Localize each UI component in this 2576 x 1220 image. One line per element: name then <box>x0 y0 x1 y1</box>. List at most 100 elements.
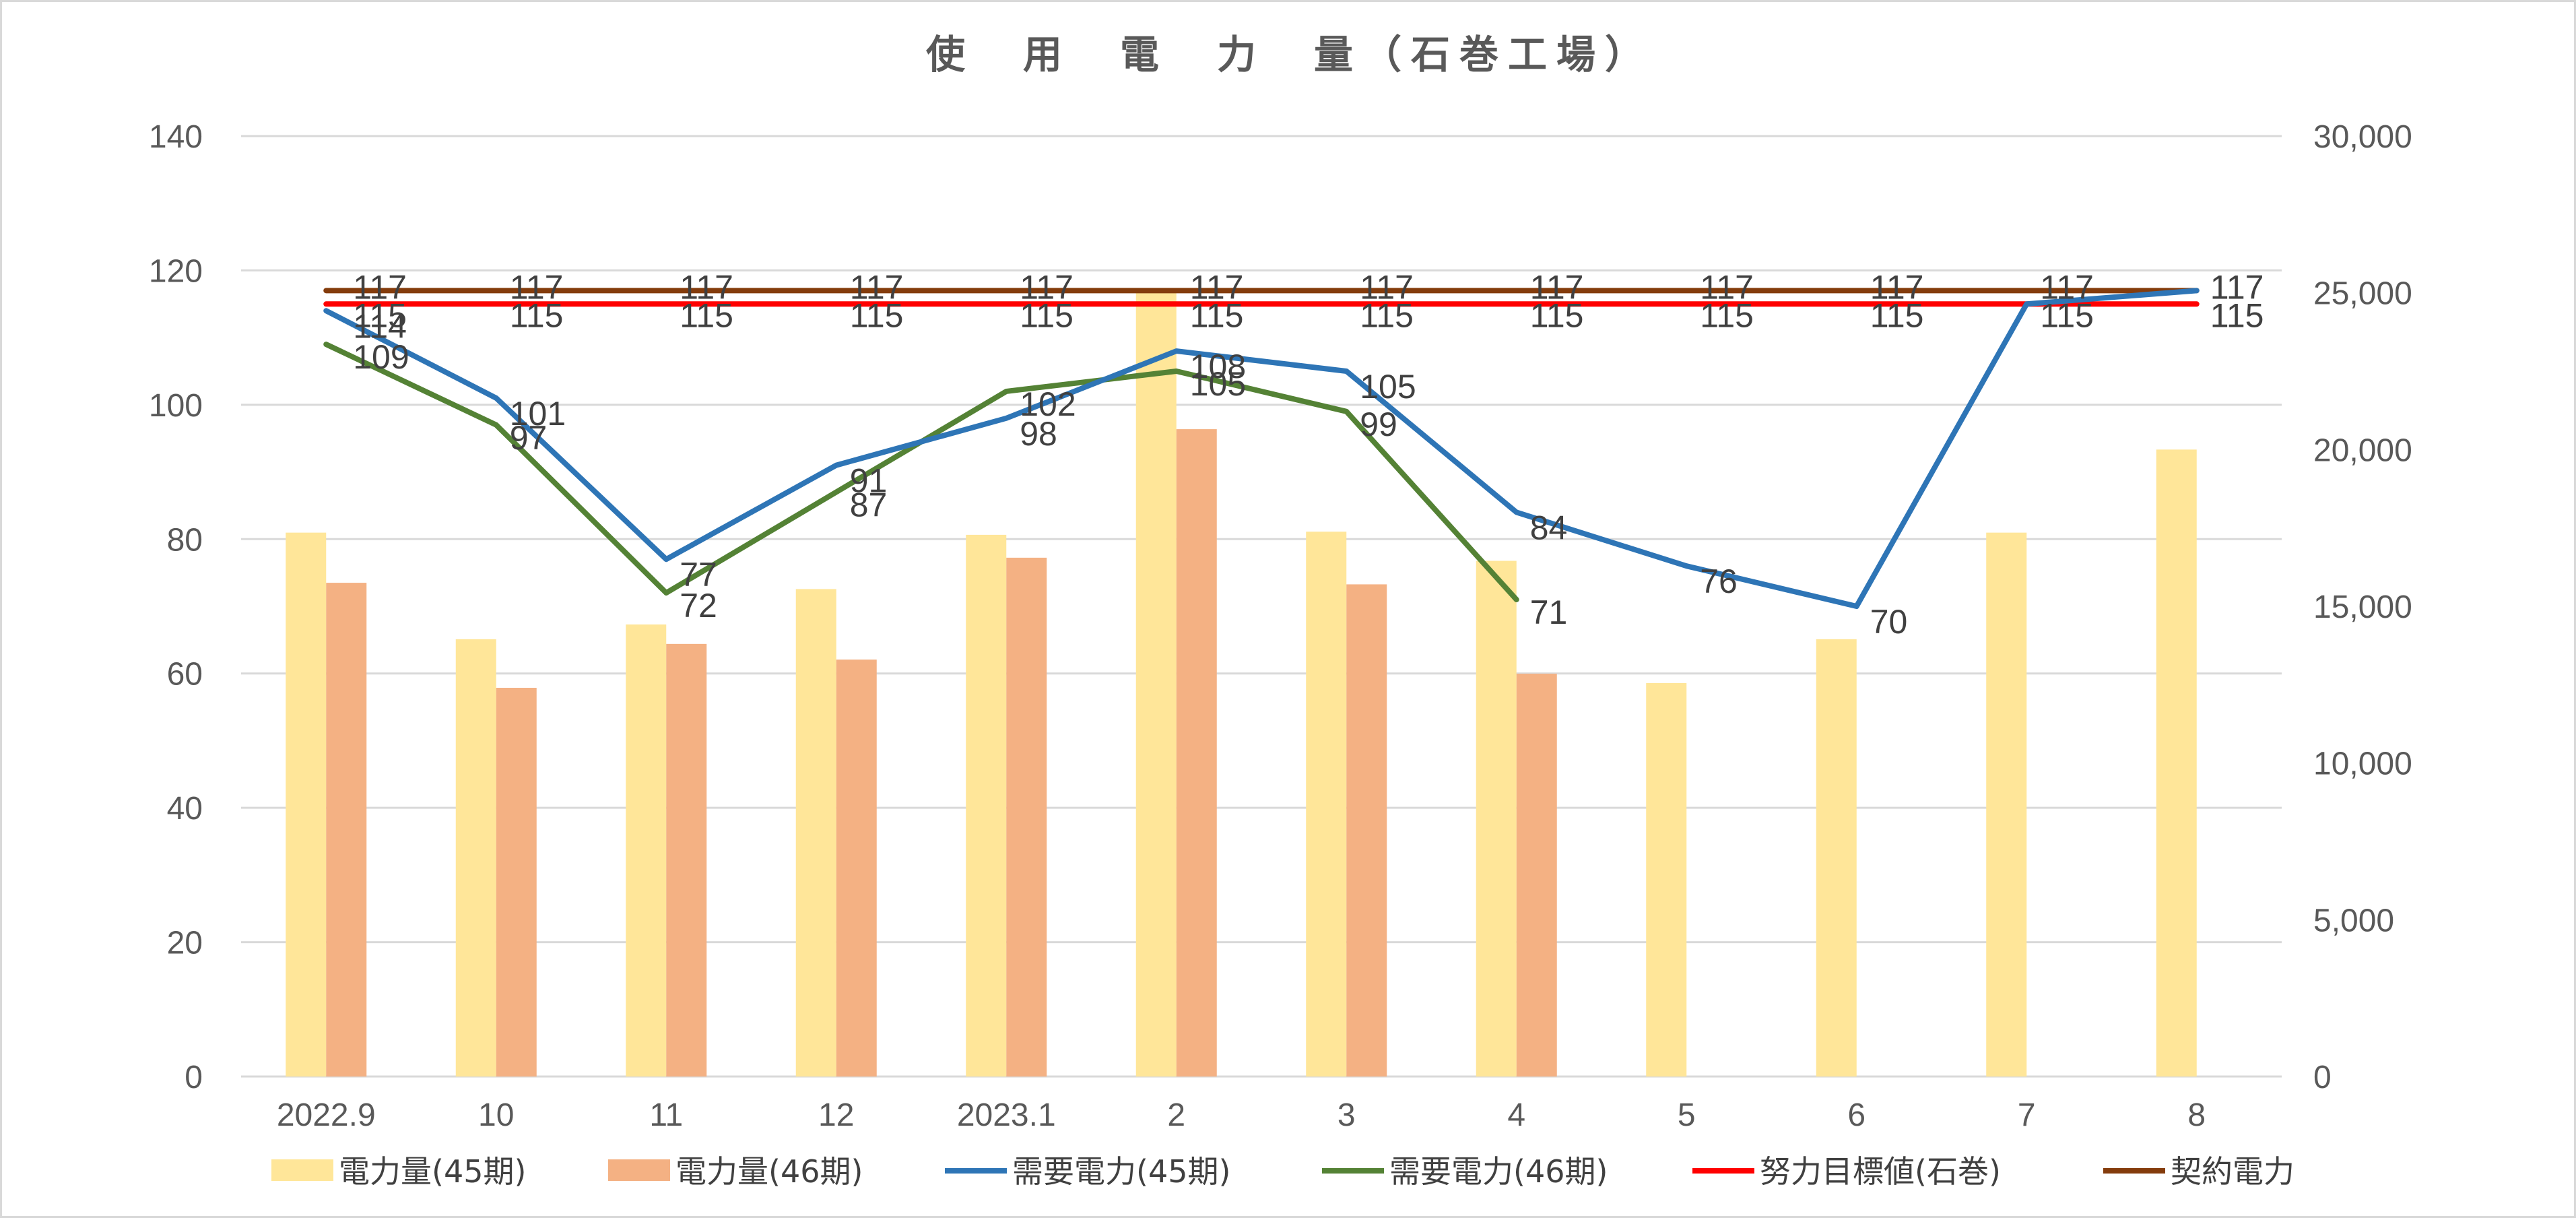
data-label: 98 <box>1020 415 1057 453</box>
line-point-2-4 <box>1005 303 1008 305</box>
data-label: 115 <box>1530 296 1584 334</box>
line-point-1-2 <box>665 592 667 594</box>
data-label: 87 <box>850 486 888 523</box>
data-label: 117 <box>353 268 407 306</box>
bar-46-7 <box>1516 674 1557 1077</box>
line-series-0 <box>323 288 2200 609</box>
bar-45-6 <box>1306 532 1347 1077</box>
line-point-0-3 <box>835 464 837 466</box>
data-label: 117 <box>510 268 564 306</box>
category-label: 6 <box>1847 1097 1865 1133</box>
right-axis-tick-label: 25,000 <box>2313 276 2412 312</box>
data-label: 99 <box>1360 406 1397 443</box>
legend-item[interactable]: 電力量(46期) <box>608 1153 863 1190</box>
line-point-1-5 <box>1175 371 1177 372</box>
left-axis-tick-label: 40 <box>167 791 203 827</box>
legend-item[interactable]: 需要電力(45期) <box>945 1153 1230 1190</box>
line-point-3-10 <box>2026 290 2028 292</box>
bar-45-2 <box>626 624 667 1077</box>
legend-label: 努力目標値(石巻) <box>1760 1153 2001 1190</box>
category-label: 2023.1 <box>957 1097 1056 1133</box>
line-point-3-0 <box>325 290 327 292</box>
data-label: 102 <box>1020 385 1076 423</box>
left-axis-tick-label: 60 <box>167 657 203 693</box>
legend-item[interactable]: 努力目標値(石巻) <box>1692 1153 2001 1190</box>
chart-title: 使 用 電 力 量（石巻工場） <box>926 32 1653 77</box>
legend-item[interactable]: 契約電力 <box>2103 1153 2294 1190</box>
data-label: 117 <box>2210 268 2264 306</box>
right-axis: 0 5,000 10,000 15,000 20,000 25,000 30,000 <box>2313 119 2412 1095</box>
data-label: 115 <box>353 296 407 334</box>
line-point-2-6 <box>1346 303 1348 305</box>
data-labels: 1141017791981081058476701099772871021059… <box>353 268 2264 641</box>
category-label: 12 <box>818 1097 854 1133</box>
right-axis-tick-label: 5,000 <box>2313 903 2394 938</box>
data-label: 115 <box>1870 296 1924 334</box>
legend-swatch <box>608 1159 670 1181</box>
line-point-0-0 <box>325 310 327 312</box>
line-point-1-6 <box>1346 410 1348 412</box>
line-point-2-8 <box>1686 303 1688 305</box>
legend[interactable]: 電力量(45期) 電力量(46期) 需要電力(45期) 需要電力(46期) 努力目標値(… <box>271 1153 2294 1190</box>
data-label: 115 <box>680 296 733 334</box>
left-axis-tick-label: 100 <box>149 388 203 424</box>
line-point-0-11 <box>2195 290 2198 292</box>
left-axis-tick-label: 20 <box>167 926 203 961</box>
bar-46-4 <box>1006 557 1047 1077</box>
category-label: 2 <box>1167 1097 1185 1133</box>
bar-45-5 <box>1135 290 1177 1077</box>
line-point-0-8 <box>1686 565 1688 567</box>
legend-label: 電力量(45期) <box>339 1153 526 1190</box>
right-axis-tick-label: 30,000 <box>2313 119 2412 155</box>
line-point-2-2 <box>665 303 667 305</box>
line-point-3-4 <box>1005 290 1008 292</box>
left-axis-tick-label: 120 <box>149 253 203 289</box>
category-label: 7 <box>2018 1097 2036 1133</box>
line-point-2-1 <box>495 303 497 305</box>
bar-45-3 <box>795 589 836 1077</box>
line-point-0-7 <box>1515 511 1517 513</box>
line-point-0-1 <box>495 397 497 399</box>
line-point-1-4 <box>1005 390 1008 392</box>
data-label: 101 <box>510 395 566 432</box>
data-label: 91 <box>850 462 888 500</box>
data-label: 117 <box>1870 268 1924 306</box>
right-axis-tick-label: 10,000 <box>2313 746 2412 782</box>
bar-45-1 <box>455 639 496 1077</box>
line-point-3-6 <box>1346 290 1348 292</box>
line-point-2-9 <box>1855 303 1857 305</box>
data-label: 76 <box>1700 563 1738 600</box>
left-axis-tick-label: 140 <box>149 119 203 155</box>
legend-item[interactable]: 需要電力(46期) <box>1322 1153 1608 1190</box>
line-point-1-7 <box>1515 599 1517 601</box>
line-point-1-1 <box>495 424 497 426</box>
data-label: 71 <box>1530 593 1568 631</box>
category-label: 4 <box>1507 1097 1525 1133</box>
data-label: 70 <box>1870 603 1908 641</box>
data-label: 117 <box>1190 268 1244 306</box>
data-label: 117 <box>1530 268 1584 306</box>
bar-46-2 <box>666 643 707 1077</box>
data-label: 117 <box>1020 268 1074 306</box>
line-point-3-5 <box>1175 290 1177 292</box>
bar-46-6 <box>1346 584 1387 1077</box>
line-series <box>323 288 2200 609</box>
data-label: 115 <box>1700 296 1754 334</box>
data-label: 114 <box>353 307 407 345</box>
bar-45-9 <box>1816 639 1857 1077</box>
data-label: 117 <box>1360 268 1414 306</box>
category-label: 2022.9 <box>277 1097 376 1133</box>
data-label: 77 <box>680 556 717 593</box>
line-point-1-3 <box>835 491 837 493</box>
data-label: 109 <box>353 338 409 376</box>
legend-item[interactable]: 電力量(45期) <box>271 1153 526 1190</box>
bar-45-10 <box>1986 532 2027 1077</box>
line-point-2-0 <box>325 303 327 305</box>
line-point-1-0 <box>325 344 327 346</box>
data-label: 117 <box>850 268 904 306</box>
bar-45-0 <box>286 532 327 1077</box>
data-label: 108 <box>1190 348 1246 385</box>
line-point-2-5 <box>1175 303 1177 305</box>
